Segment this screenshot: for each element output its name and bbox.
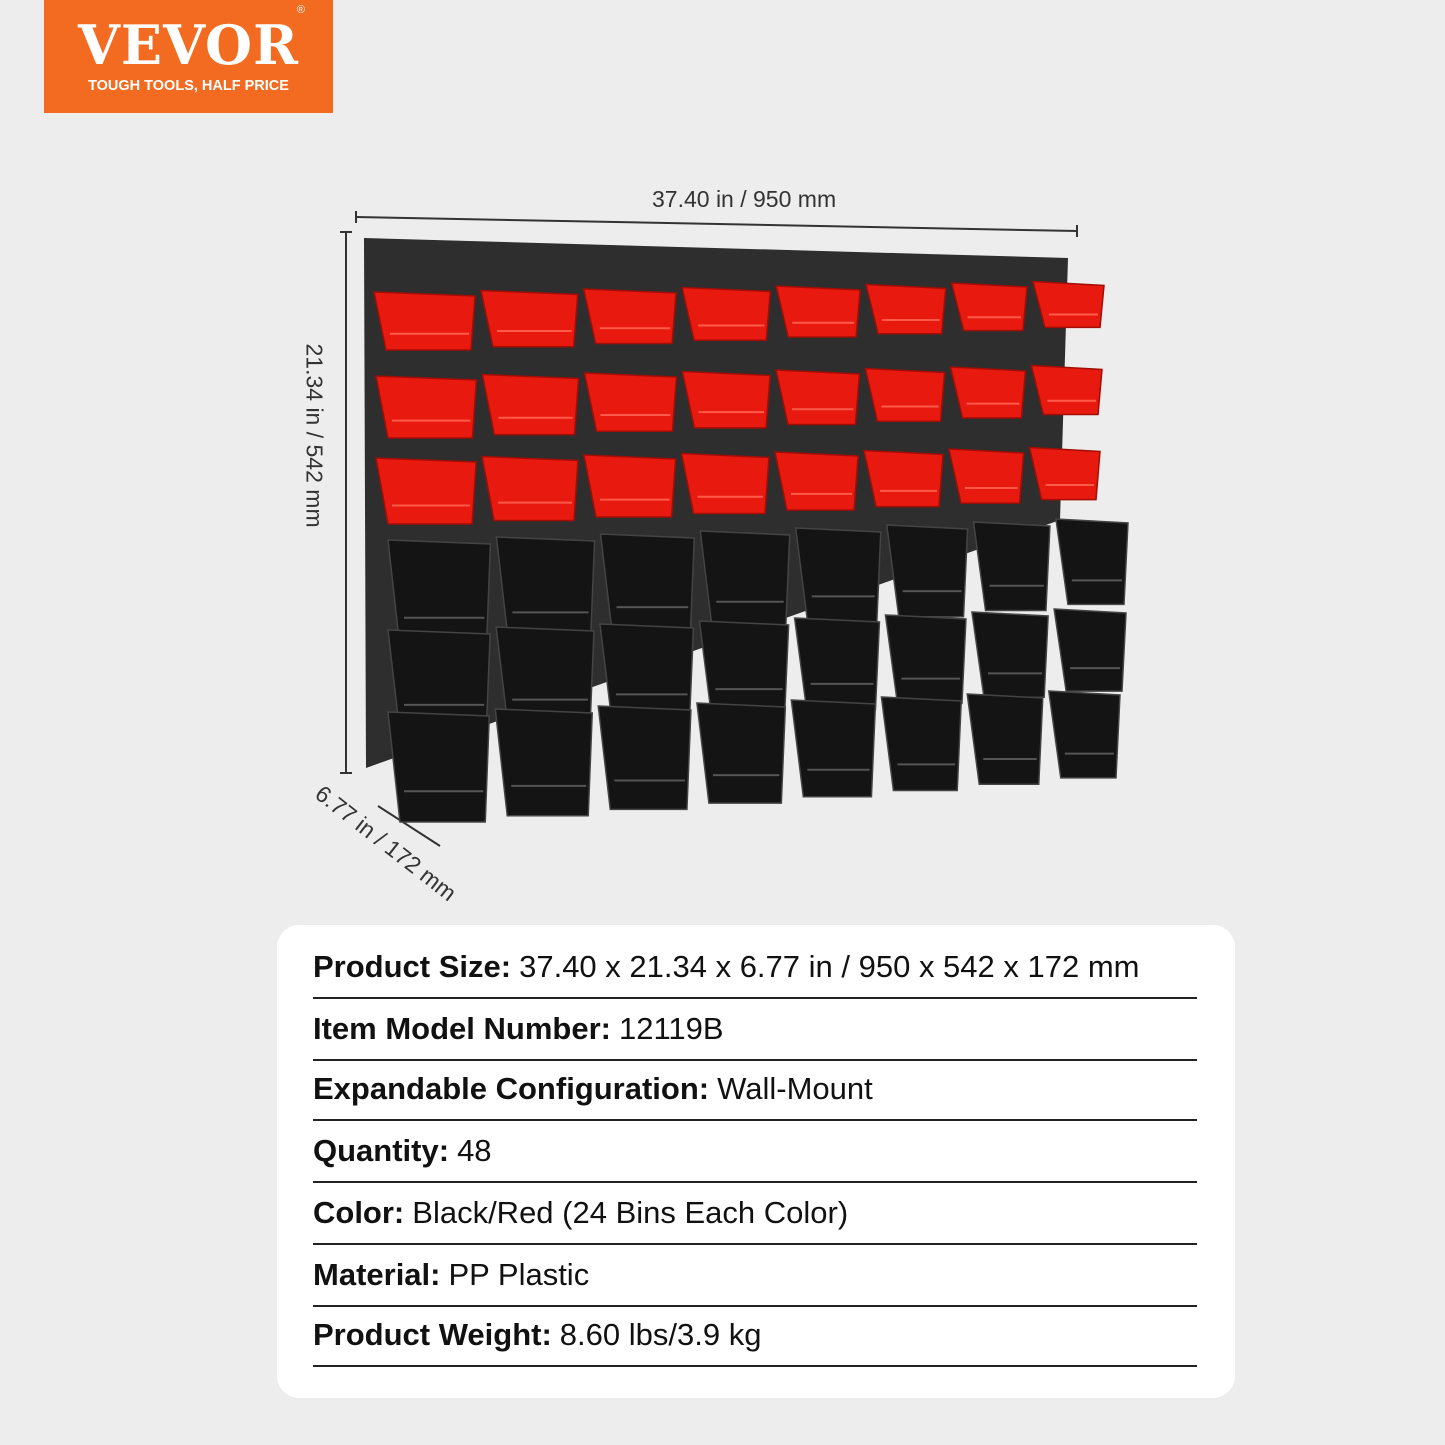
spec-label: Product Weight:: [313, 1317, 552, 1352]
spec-label: Product Size:: [313, 949, 512, 984]
height-dimension: 21.34 in / 542 mm: [301, 343, 328, 528]
logo-tagline: TOUGH TOOLS, HALF PRICE: [88, 78, 289, 94]
red-bin: [865, 283, 947, 335]
black-bin: [790, 699, 877, 798]
red-bin: [948, 448, 1025, 504]
black-bin: [1047, 690, 1121, 779]
red-bin: [774, 451, 859, 511]
spec-value: 8.60 lbs/3.9 kg: [559, 1317, 762, 1352]
spec-label: Item Model Number:: [313, 1011, 611, 1046]
spec-value: Black/Red (24 Bins Each Color): [412, 1195, 849, 1230]
red-bin: [481, 455, 579, 522]
spec-value: 12119B: [618, 1011, 724, 1046]
spec-value: 37.40 x 21.34 x 6.77 in / 950 x 542 x 17…: [519, 949, 1140, 984]
black-bin: [696, 702, 787, 804]
red-bin: [681, 286, 772, 342]
red-bin: [583, 454, 677, 518]
red-bin: [375, 457, 477, 525]
spec-row: Item Model Number: 12119B: [313, 999, 1197, 1061]
red-bin: [950, 282, 1028, 332]
black-bin: [880, 696, 963, 792]
spec-label: Expandable Configuration:: [313, 1071, 710, 1106]
spec-label: Material:: [313, 1257, 441, 1292]
red-bin: [1028, 446, 1101, 501]
registered-mark: ®: [296, 4, 305, 16]
vevor-logo: VEVOR ® TOUGH TOOLS, HALF PRICE: [44, 0, 333, 113]
spec-value: Wall-Mount: [717, 1071, 873, 1106]
spec-value: 48: [457, 1133, 492, 1168]
spec-table: Product Size: 37.40 x 21.34 x 6.77 in / 9…: [277, 925, 1235, 1398]
spec-label: Quantity:: [313, 1133, 450, 1168]
black-bin: [793, 617, 881, 711]
black-bin: [599, 533, 696, 637]
dimension-lines: [340, 211, 1078, 847]
red-bin: [775, 285, 861, 338]
red-bin: [480, 289, 579, 348]
product-illustration: [340, 211, 1129, 847]
red-bin: [680, 452, 770, 515]
red-bin: [863, 449, 944, 508]
logo-brand: VEVOR: [78, 13, 299, 77]
red-bin: [864, 367, 946, 422]
red-bin: [1031, 280, 1105, 329]
black-bin: [387, 711, 491, 823]
spec-value: PP Plastic: [448, 1257, 590, 1292]
width-dimension: 37.40 in / 950 mm: [652, 186, 837, 212]
black-bin: [699, 530, 791, 631]
black-bin: [966, 693, 1044, 785]
black-bin: [1053, 608, 1127, 692]
black-bin: [794, 527, 882, 624]
red-bin: [681, 370, 771, 429]
spec-row: Product Weight: 8.60 lbs/3.9 kg: [313, 1305, 1197, 1367]
black-bin: [972, 521, 1051, 612]
black-bin: [971, 611, 1049, 699]
spec-row: Expandable Configuration: Wall-Mount: [313, 1059, 1197, 1121]
red-bin: [949, 366, 1027, 419]
black-bin: [885, 524, 969, 618]
black-bin: [698, 620, 790, 717]
black-bin: [494, 708, 594, 817]
red-bin: [582, 288, 677, 345]
spec-row: Material: PP Plastic: [313, 1245, 1197, 1307]
spec-row: Product Size: 37.40 x 21.34 x 6.77 in / 9…: [313, 937, 1197, 999]
red-bin: [1030, 364, 1103, 416]
black-bin: [597, 705, 692, 811]
red-bin: [375, 375, 478, 439]
red-bin: [583, 372, 678, 433]
red-bin: [481, 373, 580, 436]
spec-row: Color: Black/Red (24 Bins Each Color): [313, 1183, 1197, 1245]
spec-label: Color:: [313, 1195, 405, 1230]
spec-row: Quantity: 48: [313, 1121, 1197, 1183]
black-bin: [1055, 518, 1129, 606]
red-bin: [373, 291, 476, 351]
black-bin: [495, 536, 596, 643]
red-bin: [775, 369, 861, 426]
black-bin: [884, 614, 967, 705]
